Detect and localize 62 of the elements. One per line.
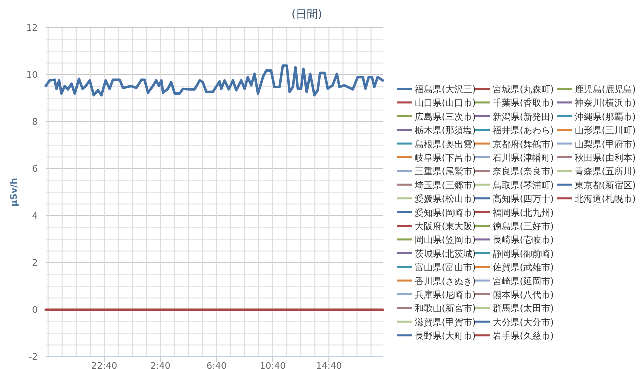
legend-label: 千葉県(香取市) — [493, 98, 554, 110]
legend-label: 茨城県(北茨城) — [415, 248, 476, 260]
legend-label: 愛媛県(松山市) — [415, 194, 476, 206]
legend-label: 福岡県(北九州) — [493, 208, 554, 219]
legend-label: 愛知県(岡崎市) — [415, 208, 476, 219]
legend-label: 島根県(奥出雲) — [415, 139, 476, 150]
legend-label: 新潟県(新発田) — [493, 112, 554, 123]
legend-label: 長野県(大町市) — [415, 331, 476, 342]
legend-label: 富山県(富山市) — [415, 262, 476, 274]
legend-label: 長崎県(壱岐市) — [493, 235, 554, 246]
y-tick-label: 4 — [32, 212, 38, 222]
y-tick-label: 12 — [26, 24, 38, 34]
legend-label: 岡山県(笠岡市) — [415, 235, 476, 246]
legend-label: 北海道(札幌市) — [575, 194, 636, 206]
legend-label: 大阪府(東大阪) — [415, 222, 476, 232]
legend-label: 鹿児島(鹿児島) — [575, 84, 636, 96]
y-tick-label: 8 — [32, 118, 38, 128]
legend-label: 埼玉県(三郷市) — [414, 180, 476, 192]
x-tick-label: 6:40 — [206, 362, 228, 369]
x-tick-label: 2:40 — [150, 362, 172, 369]
legend-label: 岩手県(久慈市) — [493, 331, 554, 342]
legend-label: 宮城県(丸森町) — [493, 84, 554, 96]
legend-label: 奈良県(奈良市) — [493, 166, 554, 178]
legend-label: 熊本県(八代市) — [493, 290, 554, 301]
legend-label: 山口県(山口市) — [415, 98, 476, 110]
x-tick-label: 22:40 — [92, 362, 118, 369]
legend-label: 大分県(大分市) — [493, 317, 554, 328]
legend-label: 鳥取県(琴浦町) — [492, 180, 554, 192]
chart-title: (日間) — [292, 8, 322, 21]
y-tick-label: -2 — [29, 353, 38, 363]
legend-label: 福島県(大沢三) — [415, 84, 476, 96]
legend-label: 栃木県(那須塩) — [415, 126, 476, 137]
legend-label: 和歌山(新宮市) — [415, 304, 476, 315]
legend-label: 徳島県(三好市) — [493, 222, 554, 232]
legend-label: 沖縄県(那覇市) — [575, 112, 636, 123]
legend-label: 兵庫県(尼崎市) — [415, 290, 476, 301]
y-tick-label: 10 — [26, 71, 38, 81]
legend-label: 秋田県(由利本) — [575, 153, 636, 164]
legend-label: 広島県(三次市) — [415, 112, 476, 123]
legend-label: 三重県(尾鷲市) — [415, 166, 476, 178]
y-tick-label: 6 — [32, 165, 38, 175]
y-tick-label: 0 — [32, 306, 38, 316]
y-axis-title: μSv/h — [10, 178, 20, 207]
legend-label: 福井県(あわら) — [493, 126, 554, 137]
legend-label: 宮崎県(延岡市) — [493, 276, 554, 288]
legend-label: 高知県(四万十) — [493, 194, 554, 206]
y-tick-label: 2 — [32, 259, 38, 269]
x-tick-label: 10:40 — [260, 362, 286, 369]
legend-label: 山梨県(甲府市) — [575, 139, 636, 150]
legend-label: 神奈川(横浜市) — [575, 98, 636, 110]
legend-label: 香川県(さぬき) — [415, 276, 476, 288]
legend-label: 石川県(津幡町) — [493, 153, 554, 164]
legend-label: 青森県(五所川) — [575, 166, 636, 178]
legend-label: 東京都(新宿区) — [575, 180, 636, 192]
legend-label: 佐賀県(武雄市) — [493, 262, 554, 274]
x-tick-label: 14:40 — [316, 362, 342, 369]
legend-label: 山形県(三川町) — [575, 126, 636, 137]
legend-label: 滋賀県(甲賀市) — [415, 317, 476, 328]
legend-label: 岐阜県(下呂市) — [415, 153, 476, 164]
legend-label: 群馬県(太田市) — [493, 304, 554, 315]
legend-label: 静岡県(御前崎) — [493, 248, 554, 260]
legend-label: 京都府(舞鶴市) — [493, 139, 554, 150]
